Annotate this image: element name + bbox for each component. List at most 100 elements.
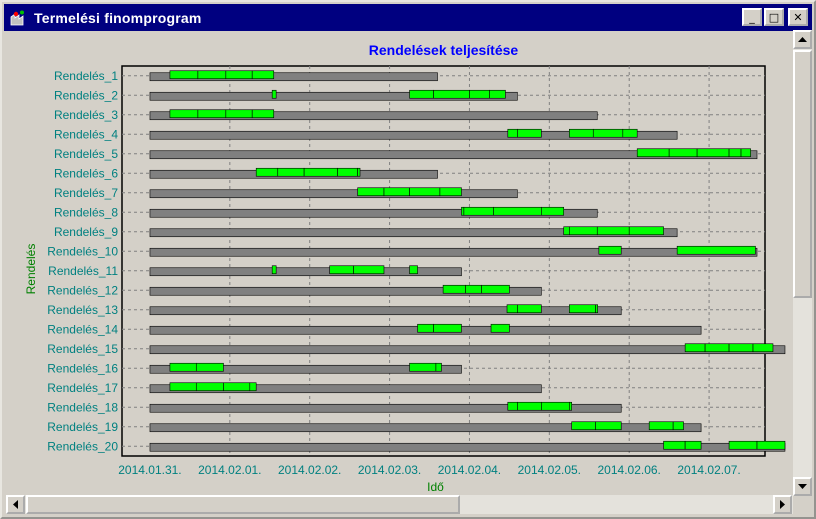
operation-bar	[668, 148, 698, 158]
operation-bar	[592, 128, 624, 138]
operation-bar	[337, 167, 358, 177]
y-tick-label: Rendelés_16	[47, 361, 118, 375]
vertical-scrollbar[interactable]	[793, 30, 812, 496]
operation-bar	[383, 187, 410, 197]
operation-bar	[439, 187, 462, 197]
x-tick-label: 2014.02.04.	[438, 463, 501, 477]
scroll-down-button[interactable]	[793, 477, 812, 496]
x-tick-label: 2014.02.03.	[358, 463, 421, 477]
y-tick-label: Rendelés_2	[54, 88, 118, 102]
operation-bar	[728, 343, 754, 353]
order-bar	[149, 267, 462, 277]
operation-bar	[249, 382, 257, 392]
operation-bar	[517, 128, 542, 138]
operation-bar	[409, 362, 437, 372]
factory-app-icon	[9, 8, 27, 27]
operation-bar	[517, 304, 542, 314]
operation-bar	[197, 109, 227, 119]
operation-bar	[409, 265, 418, 275]
arrow-down-icon	[798, 483, 807, 489]
order-bar	[149, 91, 518, 101]
y-tick-label: Rendelés_9	[54, 225, 118, 239]
y-tick-label: Rendelés_19	[47, 420, 118, 434]
scroll-up-button[interactable]	[793, 30, 812, 49]
operation-bar	[169, 109, 199, 119]
operation-bar	[493, 206, 542, 216]
operation-bar	[409, 187, 441, 197]
operation-bar	[663, 440, 686, 450]
scroll-right-button[interactable]	[773, 495, 792, 514]
operation-bar	[704, 343, 730, 353]
order-bar	[149, 306, 622, 316]
operation-bar	[569, 128, 594, 138]
operation-bar	[569, 304, 596, 314]
operation-bar	[409, 89, 434, 99]
operation-bar	[569, 401, 573, 411]
operation-bar	[357, 167, 361, 177]
x-tick-label: 2014.02.06.	[598, 463, 661, 477]
order-bar	[149, 247, 758, 257]
operation-bar	[353, 265, 385, 275]
operation-bar	[648, 421, 674, 431]
scroll-left-button[interactable]	[6, 495, 25, 514]
x-tick-label: 2014.02.02.	[278, 463, 341, 477]
close-button[interactable]: ✕	[788, 8, 808, 26]
vertical-scroll-thumb[interactable]	[793, 50, 812, 298]
operation-bar	[481, 284, 510, 294]
operation-bar	[433, 89, 470, 99]
operation-bar	[672, 421, 684, 431]
operation-bar	[225, 109, 253, 119]
y-tick-label: Rendelés_5	[54, 147, 118, 161]
operation-bar	[541, 401, 570, 411]
operation-bar	[271, 265, 277, 275]
maximize-button[interactable]: □	[764, 8, 784, 26]
y-tick-label: Rendelés_18	[47, 400, 118, 414]
order-bar	[149, 111, 598, 121]
y-tick-label: Rendelés_11	[48, 264, 118, 278]
operation-bar	[507, 128, 518, 138]
y-tick-label: Rendelés_7	[54, 186, 118, 200]
arrow-up-icon	[798, 36, 807, 42]
operation-bar	[598, 245, 622, 255]
order-bar	[149, 423, 702, 433]
operation-bar	[752, 343, 774, 353]
y-tick-label: Rendelés_13	[47, 303, 118, 317]
operation-bar	[684, 343, 706, 353]
operation-bar	[569, 226, 598, 236]
operation-bar	[676, 245, 756, 255]
y-tick-label: Rendelés_8	[54, 205, 118, 219]
minimize-button[interactable]: _	[742, 8, 762, 26]
operation-bar	[195, 382, 224, 392]
operation-bar	[277, 167, 305, 177]
operation-bar	[596, 226, 630, 236]
y-tick-label: Rendelés_17	[47, 381, 118, 395]
operation-bar	[684, 440, 702, 450]
operation-bar	[506, 304, 518, 314]
operation-bar	[571, 421, 596, 431]
operation-bar	[169, 382, 197, 392]
title-bar[interactable]: Termelési finomprogram _ □ ✕	[4, 4, 812, 31]
operation-bar	[442, 284, 466, 294]
x-axis-title: Idő	[427, 480, 444, 493]
operation-bar	[223, 382, 251, 392]
order-bar	[149, 150, 758, 160]
y-tick-label: Rendelés_4	[54, 127, 118, 141]
y-tick-label: Rendelés_20	[47, 439, 118, 453]
order-bar	[149, 208, 598, 218]
horizontal-scroll-thumb[interactable]	[26, 495, 460, 514]
operation-bar	[728, 148, 742, 158]
horizontal-scrollbar[interactable]	[6, 495, 794, 514]
order-bar	[149, 72, 438, 82]
operation-bar	[303, 167, 338, 177]
operation-bar	[433, 323, 462, 333]
operation-bar	[517, 401, 542, 411]
y-tick-label: Rendelés_12	[47, 283, 118, 297]
operation-bar	[195, 362, 224, 372]
operation-bar	[465, 284, 482, 294]
operation-bar	[225, 70, 253, 80]
operation-bar	[490, 323, 510, 333]
operation-bar	[628, 226, 664, 236]
plot-frame	[121, 65, 766, 457]
y-axis-title: Rendelés	[24, 244, 38, 295]
